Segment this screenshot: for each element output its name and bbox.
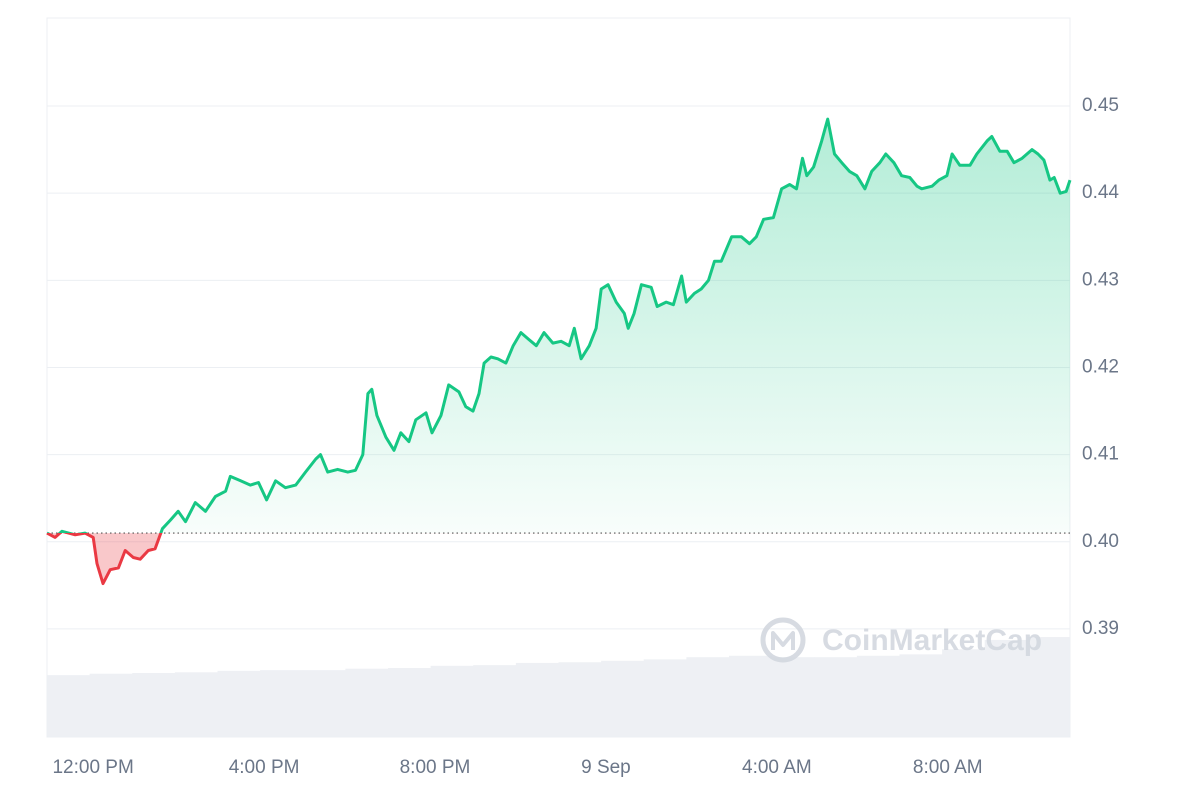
volume-bar (814, 657, 858, 737)
volume-bar (1027, 637, 1071, 737)
price-area (47, 119, 1070, 584)
volume-bar (388, 667, 432, 737)
x-tick-label: 8:00 AM (913, 757, 983, 778)
volume-bar (430, 665, 474, 737)
y-tick-label: 0.41 (1082, 444, 1119, 465)
volume-bar (473, 665, 517, 737)
volume-bar (771, 657, 815, 737)
x-tick-label: 9 Sep (581, 757, 631, 778)
volume-bar (217, 670, 261, 737)
volume-bar (729, 655, 773, 737)
volume-bar (558, 662, 602, 737)
volume-bar (515, 662, 559, 737)
x-tick-label: 8:00 PM (400, 757, 471, 778)
volume-bar (47, 675, 91, 737)
volume-bar (899, 654, 943, 737)
watermark: CoinMarketCap (760, 617, 1042, 663)
y-tick-label: 0.43 (1082, 269, 1119, 290)
volume-bar (260, 670, 304, 737)
x-tick-label: 4:00 PM (229, 757, 300, 778)
price-line (46, 117, 1072, 586)
y-tick-label: 0.45 (1082, 95, 1119, 116)
y-tick-label: 0.42 (1082, 356, 1119, 377)
watermark-text: CoinMarketCap (822, 624, 1042, 657)
volume-bar (302, 670, 346, 737)
y-tick-label: 0.40 (1082, 531, 1119, 552)
x-tick-label: 4:00 AM (742, 757, 812, 778)
volume-bar (174, 672, 218, 737)
volume-bar (601, 660, 645, 737)
volume-bar (942, 649, 986, 737)
x-tick-label: 12:00 PM (52, 757, 133, 778)
volume-bar (856, 655, 900, 737)
volume-bar (984, 639, 1028, 737)
volume-bar (643, 659, 687, 737)
volume-bar (89, 673, 133, 737)
volume-bar (132, 673, 176, 737)
y-tick-label: 0.39 (1082, 618, 1119, 639)
volume-bar (686, 657, 730, 737)
y-tick-label: 0.44 (1082, 182, 1119, 203)
volume-bar (345, 668, 389, 737)
